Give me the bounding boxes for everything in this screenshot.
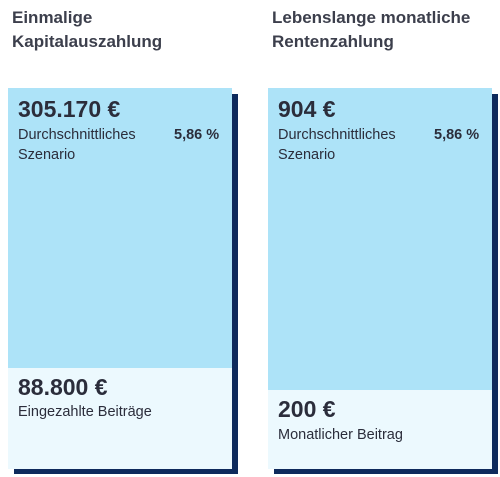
lump-sum-contribution-label: Eingezahlte Beiträge — [18, 404, 152, 420]
lump-sum-contribution-card: 88.800 € Eingezahlte Beiträge — [8, 368, 232, 469]
lump-sum-heading-line2: Kapitalauszahlung — [12, 32, 163, 51]
monthly-pension-scenario-card: 904 € Durchschnittliches Szenario 5,86 % — [268, 88, 492, 390]
lump-sum-heading-line1: Einmalige — [12, 8, 93, 27]
monthly-pension-scenario-label-line2: Szenario — [278, 147, 336, 163]
monthly-pension-heading-line1: Lebenslange monatliche — [272, 8, 471, 27]
monthly-pension-heading-line2: Rentenzahlung — [272, 32, 394, 51]
monthly-pension-contribution-label: Monatlicher Beitrag — [278, 427, 403, 443]
lump-sum-contribution-amount: 88.800 € — [18, 374, 108, 400]
monthly-pension-scenario-amount: 904 € — [278, 96, 336, 122]
monthly-pension-heading: Lebenslange monatliche Rentenzahlung — [272, 6, 500, 54]
lump-sum-scenario-label-line2: Szenario — [18, 147, 76, 163]
monthly-pension-rate: 5,86 % — [434, 127, 480, 143]
lump-sum-scenario-label: Durchschnittliches Szenario — [18, 125, 178, 165]
monthly-pension-scenario-label-line1: Durchschnittliches — [278, 127, 396, 143]
lump-sum-scenario-amount: 305.170 € — [18, 96, 121, 122]
monthly-pension-contribution-amount: 200 € — [278, 396, 336, 422]
monthly-pension-scenario-label: Durchschnittliches Szenario — [278, 125, 438, 165]
lump-sum-scenario-card: 305.170 € Durchschnittliches Szenario 5,… — [8, 88, 232, 368]
lump-sum-scenario-label-line1: Durchschnittliches — [18, 127, 136, 143]
monthly-pension-contribution-card: 200 € Monatlicher Beitrag — [268, 390, 492, 469]
lump-sum-heading: Einmalige Kapitalauszahlung — [12, 6, 252, 54]
lump-sum-rate: 5,86 % — [174, 127, 220, 143]
